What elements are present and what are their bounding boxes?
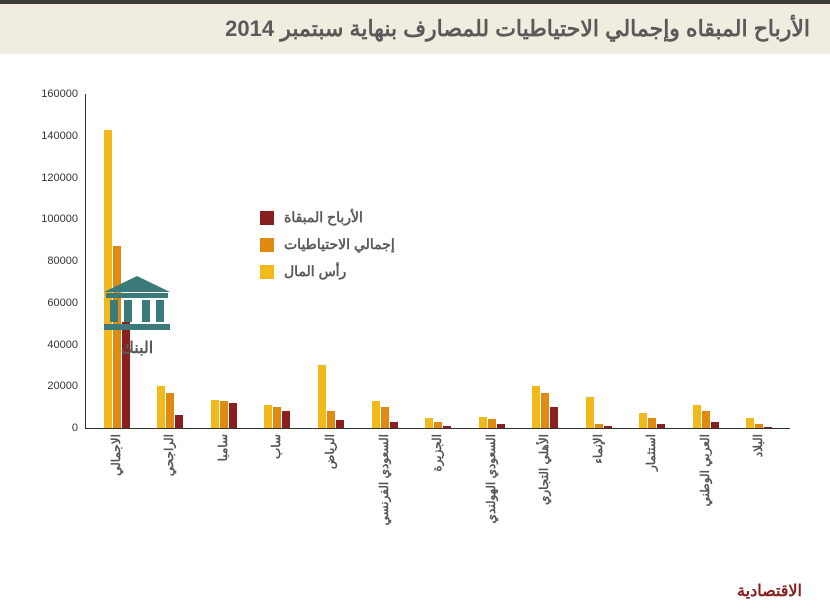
x-label: السعودي الهولندي	[484, 434, 498, 523]
bar-reserves	[702, 411, 710, 428]
bar-group: الاجمالي	[90, 94, 144, 428]
y-tick: 120000	[36, 172, 78, 184]
x-label: العربي الوطني	[698, 434, 712, 506]
bar-group: الأهلي التجاري	[518, 94, 572, 428]
y-tick: 160000	[36, 88, 78, 100]
legend-swatch	[260, 265, 274, 279]
bar-capital	[746, 418, 754, 428]
bar-capital	[264, 405, 272, 428]
bar-reserves	[381, 407, 389, 428]
bar-reserves	[488, 419, 496, 428]
chart-area: البلادالعربي الوطنياستثمارالإنماءالأهلي …	[30, 94, 800, 514]
y-tick: 60000	[36, 297, 78, 309]
bar-reserves	[541, 393, 549, 428]
legend-swatch	[260, 211, 274, 225]
bar-capital	[532, 386, 540, 428]
y-tick: 20000	[36, 380, 78, 392]
bar-retained	[175, 415, 183, 428]
legend-item: الأرباح المبقاة	[260, 209, 395, 226]
bar-reserves	[648, 418, 656, 428]
legend-swatch	[260, 238, 274, 252]
bar-retained	[764, 427, 772, 428]
bar-reserves	[273, 407, 281, 428]
legend-item: رأس المال	[260, 263, 395, 280]
bar-reserves	[595, 424, 603, 428]
bank-icon	[102, 276, 172, 332]
y-tick: 140000	[36, 130, 78, 142]
bar-group: استثمار	[625, 94, 679, 428]
bar-reserves	[755, 424, 763, 428]
bar-group: العربي الوطني	[679, 94, 733, 428]
bar-capital	[157, 386, 165, 428]
bar-retained	[282, 411, 290, 428]
legend-label: الأرباح المبقاة	[284, 209, 363, 226]
bar-group: البلاد	[732, 94, 786, 428]
bar-reserves	[166, 393, 174, 428]
bar-retained	[497, 424, 505, 428]
bar-group: الإنماء	[572, 94, 626, 428]
bar-retained	[657, 424, 665, 428]
bar-capital	[693, 405, 701, 428]
bar-retained	[604, 426, 612, 428]
x-label: الاجمالي	[109, 434, 123, 476]
y-tick: 80000	[36, 255, 78, 267]
bar-retained	[550, 407, 558, 428]
bar-retained	[336, 420, 344, 428]
x-label: الإنماء	[591, 434, 605, 464]
bar-retained	[390, 422, 398, 428]
bar-retained	[443, 426, 451, 428]
chart-title: الأرباح المبقاه وإجمالي الاحتياطيات للمص…	[0, 0, 830, 54]
x-label: الرياض	[323, 434, 337, 469]
bar-capital	[372, 401, 380, 428]
bank-label: البنك	[102, 338, 172, 358]
bank-icon-block: البنك	[102, 276, 172, 358]
legend-item: إجمالي الاحتياطيات	[260, 236, 395, 253]
x-label: السعودي الفرنسي	[377, 434, 391, 525]
x-label: سامبا	[216, 434, 230, 461]
x-label: استثمار	[644, 434, 658, 471]
bar-retained	[711, 422, 719, 428]
bar-capital	[211, 400, 219, 428]
x-label: الراجحي	[162, 434, 176, 476]
bar-group: الراجحي	[144, 94, 198, 428]
x-label: ساب	[269, 434, 283, 459]
legend-label: رأس المال	[284, 263, 346, 280]
y-tick: 40000	[36, 339, 78, 351]
bar-reserves	[434, 422, 442, 428]
bar-groups: البلادالعربي الوطنياستثمارالإنماءالأهلي …	[86, 94, 790, 428]
legend: الأرباح المبقاة إجمالي الاحتياطيات رأس الم…	[260, 209, 395, 290]
bar-capital	[425, 418, 433, 428]
bar-reserves	[220, 401, 228, 428]
legend-label: إجمالي الاحتياطيات	[284, 236, 395, 253]
bar-group: السعودي الهولندي	[465, 94, 519, 428]
bar-group: الجزيرة	[411, 94, 465, 428]
footer-brand: الاقتصادية	[737, 581, 802, 601]
bar-reserves	[327, 411, 335, 428]
plot-region: البلادالعربي الوطنياستثمارالإنماءالأهلي …	[85, 94, 790, 429]
bar-retained	[229, 403, 237, 428]
bar-capital	[318, 365, 326, 428]
bar-capital	[586, 397, 594, 428]
bar-capital	[479, 417, 487, 428]
x-label: الجزيرة	[430, 434, 444, 472]
bar-group: سامبا	[197, 94, 251, 428]
bar-capital	[639, 413, 647, 428]
x-label: البلاد	[751, 434, 765, 457]
x-label: الأهلي التجاري	[537, 434, 551, 505]
y-tick: 0	[36, 422, 78, 434]
y-tick: 100000	[36, 213, 78, 225]
